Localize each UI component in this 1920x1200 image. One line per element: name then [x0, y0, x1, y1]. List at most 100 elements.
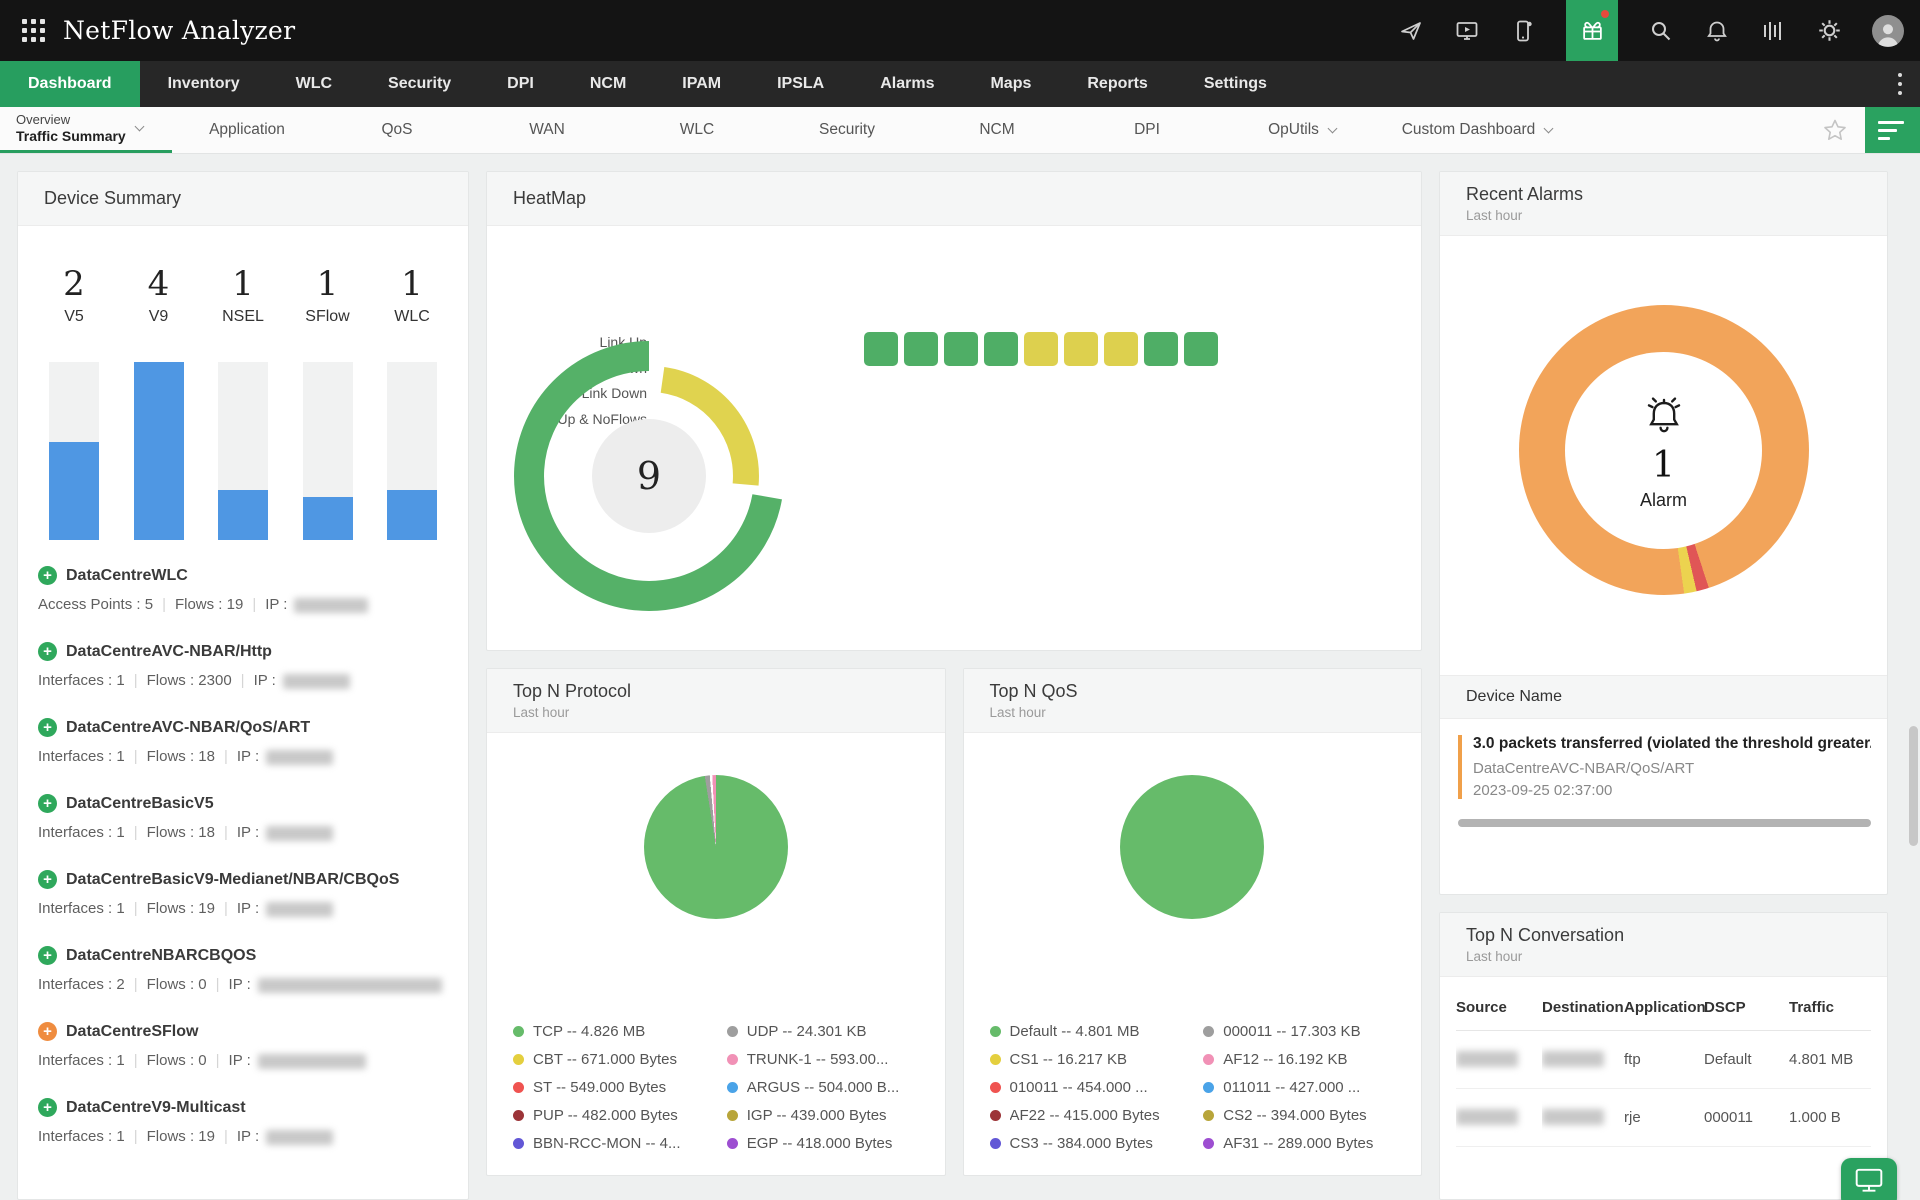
legend-item[interactable]: AF31 -- 289.000 Bytes	[1203, 1135, 1407, 1152]
heat-tile[interactable]	[1064, 332, 1098, 366]
legend-item[interactable]: ARGUS -- 504.000 B...	[726, 1079, 931, 1096]
stat-v5[interactable]: 2 V5	[44, 264, 104, 326]
device-list-item[interactable]: DataCentreBasicV5 Interfaces : 1Flows : …	[38, 794, 448, 841]
device-name[interactable]: DataCentreAVC-NBAR/Http	[66, 642, 272, 660]
customize-dashboard-button[interactable]	[1865, 107, 1920, 153]
col-destination[interactable]: Destination	[1542, 985, 1624, 1031]
legend-item[interactable]: UDP -- 24.301 KB	[726, 1023, 931, 1040]
search-icon[interactable]	[1648, 18, 1674, 44]
nav-dpi[interactable]: DPI	[507, 75, 534, 92]
device-name[interactable]: DataCentreSFlow	[66, 1022, 199, 1040]
heat-tile[interactable]	[1144, 332, 1178, 366]
heat-tile[interactable]	[864, 332, 898, 366]
tab-overview-traffic-summary[interactable]: Overview Traffic Summary	[0, 107, 172, 153]
promotions-icon[interactable]	[1566, 0, 1618, 61]
bar-v5[interactable]	[49, 362, 99, 540]
bar-v9[interactable]	[133, 362, 184, 540]
legend-item[interactable]: ST -- 549.000 Bytes	[513, 1079, 717, 1096]
legend-item[interactable]: AF12 -- 16.192 KB	[1203, 1051, 1407, 1068]
heat-tile[interactable]	[984, 332, 1018, 366]
legend-item[interactable]: 011011 -- 427.000 ...	[1203, 1079, 1407, 1096]
nav-security[interactable]: Security	[388, 75, 452, 92]
bar-sflow[interactable]	[302, 362, 353, 540]
activity-bars-icon[interactable]	[1760, 18, 1786, 44]
legend-item[interactable]: Default -- 4.801 MB	[989, 1023, 1194, 1040]
alarm-severity-donut[interactable]: 1 Alarm	[1518, 305, 1809, 595]
tab-ncm[interactable]: NCM	[979, 121, 1015, 138]
nav-reports[interactable]: Reports	[1087, 75, 1148, 92]
legend-item[interactable]: 000011 -- 17.303 KB	[1203, 1023, 1407, 1040]
legend-item[interactable]: TRUNK-1 -- 593.00...	[726, 1051, 931, 1068]
legend-item[interactable]: EGP -- 418.000 Bytes	[726, 1135, 931, 1152]
nav-ncm[interactable]: NCM	[589, 75, 627, 92]
nav-wlc[interactable]: WLC	[295, 75, 333, 92]
device-name[interactable]: DataCentreWLC	[66, 566, 188, 584]
device-name[interactable]: DataCentreV9-Multicast	[66, 1098, 246, 1116]
nav-ipam[interactable]: IPAM	[682, 75, 722, 92]
tab-security[interactable]: Security	[819, 121, 875, 138]
device-list-item[interactable]: DataCentreWLC Access Points : 5Flows : 1…	[38, 566, 448, 613]
legend-item[interactable]: CBT -- 671.000 Bytes	[513, 1051, 717, 1068]
overflow-menu-icon[interactable]	[1880, 61, 1920, 107]
legend-item[interactable]: CS1 -- 16.217 KB	[989, 1051, 1194, 1068]
nav-inventory[interactable]: Inventory	[167, 75, 240, 92]
alarm-list-item[interactable]: 3.0 packets transferred (violated the th…	[1458, 735, 1871, 799]
device-list-item[interactable]: DataCentreV9-Multicast Interfaces : 1Flo…	[38, 1098, 448, 1145]
legend-link-down[interactable]: Link Down	[581, 385, 647, 401]
col-dscp[interactable]: DSCP	[1704, 985, 1789, 1031]
apps-grid-icon[interactable]	[22, 19, 45, 42]
col-application[interactable]: Application	[1624, 985, 1706, 1031]
live-demo-icon[interactable]	[1454, 18, 1480, 44]
col-traffic[interactable]: Traffic	[1789, 985, 1871, 1031]
device-list-item[interactable]: DataCentreSFlow Interfaces : 1Flows : 0I…	[38, 1022, 448, 1069]
nav-ipsla[interactable]: IPSLA	[777, 75, 825, 92]
conversation-row[interactable]: rje 000011 1.000 B	[1456, 1088, 1871, 1147]
legend-item[interactable]: IGP -- 439.000 Bytes	[726, 1107, 931, 1124]
legend-item[interactable]: 010011 -- 454.000 ...	[989, 1079, 1194, 1096]
device-name[interactable]: DataCentreBasicV5	[66, 794, 214, 812]
legend-item[interactable]: CS3 -- 384.000 Bytes	[989, 1135, 1194, 1152]
device-alert-icon[interactable]	[1510, 18, 1536, 44]
notifications-bell-icon[interactable]	[1704, 18, 1730, 44]
heat-tile[interactable]	[1024, 332, 1058, 366]
qos-pie-chart[interactable]	[1120, 775, 1265, 919]
device-name[interactable]: DataCentreNBARCBQOS	[66, 946, 257, 964]
device-list-item[interactable]: DataCentreNBARCBQOS Interfaces : 2Flows …	[38, 946, 448, 993]
tab-application[interactable]: Application	[209, 121, 285, 138]
bar-wlc[interactable]	[387, 362, 437, 540]
device-list-item[interactable]: DataCentreAVC-NBAR/Http Interfaces : 1Fl…	[38, 642, 448, 689]
legend-item[interactable]: TCP -- 4.826 MB	[513, 1023, 717, 1040]
nav-settings[interactable]: Settings	[1203, 75, 1267, 92]
legend-item[interactable]: BBN-RCC-MON -- 4...	[513, 1135, 717, 1152]
heat-tile[interactable]	[1104, 332, 1138, 366]
legend-item[interactable]: PUP -- 482.000 Bytes	[513, 1107, 717, 1124]
stat-v9[interactable]: 4 V9	[129, 264, 189, 326]
heat-tile[interactable]	[1184, 332, 1218, 366]
horizontal-scrollbar[interactable]	[1458, 819, 1871, 827]
protocol-pie-chart[interactable]	[643, 775, 788, 919]
chevron-down-icon[interactable]	[134, 121, 145, 132]
settings-gear-icon[interactable]	[1816, 18, 1842, 44]
device-list-item[interactable]: DataCentreAVC-NBAR/QoS/ART Interfaces : …	[38, 718, 448, 765]
tab-custom-dashboard[interactable]: Custom Dashboard	[1382, 107, 1572, 153]
device-name[interactable]: DataCentreBasicV9-Medianet/NBAR/CBQoS	[66, 870, 400, 888]
heat-tile[interactable]	[904, 332, 938, 366]
vertical-scrollbar-thumb[interactable]	[1909, 726, 1918, 846]
favorite-star-icon[interactable]	[1805, 107, 1865, 153]
tab-qos[interactable]: QoS	[381, 121, 413, 138]
stat-wlc[interactable]: 1 WLC	[382, 264, 442, 326]
support-chat-button[interactable]	[1841, 1158, 1897, 1200]
launch-icon[interactable]	[1398, 18, 1424, 44]
tab-dpi[interactable]: DPI	[1134, 121, 1160, 138]
interface-status-donut[interactable]: 9	[499, 326, 799, 626]
user-avatar[interactable]	[1872, 14, 1904, 47]
heat-tile[interactable]	[944, 332, 978, 366]
nav-dashboard[interactable]: Dashboard	[0, 61, 140, 107]
device-list-item[interactable]: DataCentreBasicV9-Medianet/NBAR/CBQoS In…	[38, 870, 448, 917]
tab-oputils[interactable]: OpUtils	[1222, 107, 1382, 153]
nav-maps[interactable]: Maps	[990, 75, 1032, 92]
device-name[interactable]: DataCentreAVC-NBAR/QoS/ART	[66, 718, 311, 736]
nav-alarms[interactable]: Alarms	[880, 75, 935, 92]
tab-wan[interactable]: WAN	[529, 121, 565, 138]
bar-nsel[interactable]	[218, 362, 268, 540]
